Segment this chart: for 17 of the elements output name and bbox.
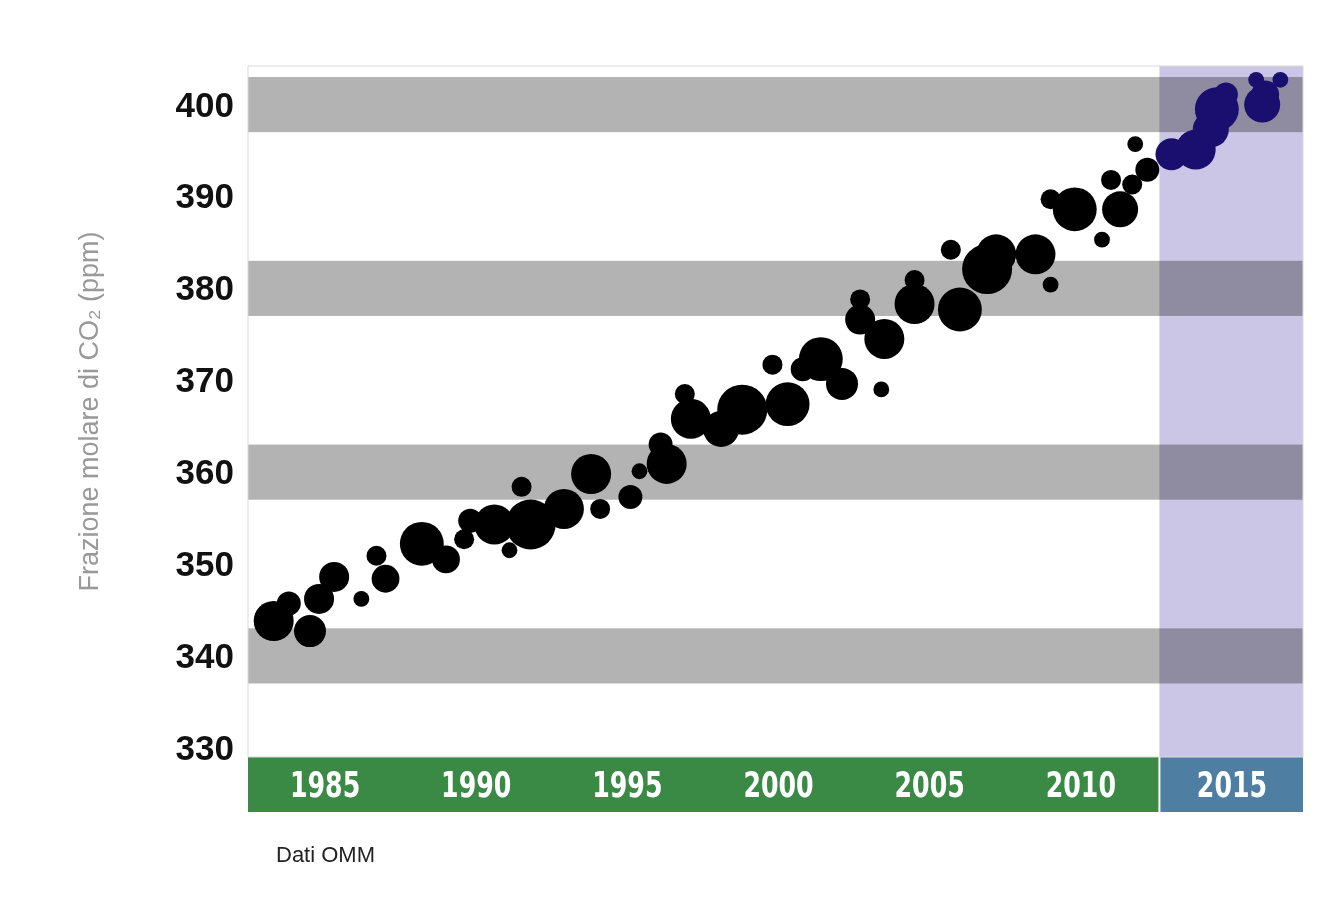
y-axis-title: Frazione molare di CO₂ (ppm) [74, 231, 104, 592]
y-tick-label: 400 [175, 84, 234, 124]
y-tick-label: 330 [175, 727, 234, 767]
x-tick-label: 2000 [743, 764, 814, 807]
y-tick-label: 380 [175, 268, 234, 308]
x-tick-label: 1990 [441, 764, 512, 807]
x-tick-label: 2015 [1196, 764, 1268, 807]
y-tick-label: 390 [175, 176, 234, 216]
x-tick-label: 1985 [289, 764, 361, 807]
x-tick-label: 2010 [1045, 764, 1116, 807]
y-tick-label: 360 [175, 452, 234, 492]
y-tick-label: 340 [175, 635, 234, 675]
y-tick-label: 350 [175, 544, 234, 584]
x-tick-label: 1995 [592, 764, 663, 807]
x-tick-label: 2005 [894, 764, 965, 807]
y-tick-label: 370 [175, 360, 234, 400]
text: Dati OMM [276, 842, 375, 867]
